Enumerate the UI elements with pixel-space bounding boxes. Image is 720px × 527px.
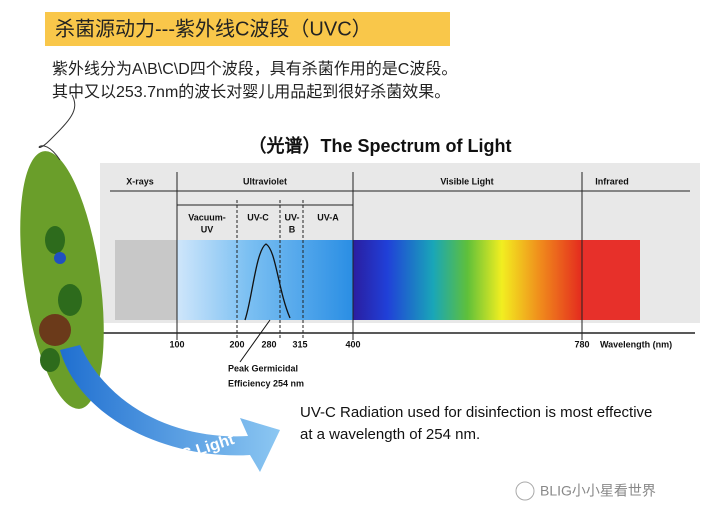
- intro-line: 紫外线分为A\B\C\D四个波段，具有杀菌作用的是C波段。: [52, 60, 457, 78]
- peak-label: Efficiency 254 nm: [228, 378, 304, 388]
- axis-label: Wavelength (nm): [600, 339, 672, 349]
- region-label: Ultraviolet: [243, 176, 287, 186]
- infrared-band: [582, 240, 640, 320]
- title-bg: [45, 12, 450, 46]
- watermark: BLIG小小星看世界: [540, 483, 656, 499]
- intro-line: 其中又以253.7nm的波长对婴儿用品起到很好杀菌效果。: [52, 83, 450, 101]
- peak-pointer: [239, 319, 271, 363]
- uv-band-label-cont: B: [289, 224, 296, 234]
- xray-band: [115, 240, 177, 320]
- uv-band-label-cont: UV: [201, 224, 214, 234]
- region-label: Infrared: [595, 176, 629, 186]
- tick-label: 400: [345, 339, 360, 349]
- uv-band-label: UV-A: [317, 212, 339, 222]
- wechat-icon: [515, 481, 535, 501]
- tick-label: 200: [229, 339, 244, 349]
- peak-label: Peak Germicidal: [228, 363, 298, 373]
- tick-label: 315: [292, 339, 307, 349]
- uv-band: [177, 240, 353, 320]
- tick-label: 780: [574, 339, 589, 349]
- region-label: Visible Light: [440, 176, 493, 186]
- tick-label: 100: [169, 339, 184, 349]
- organism: [20, 94, 104, 409]
- germicidal-curve: [244, 243, 291, 321]
- uv-band-label: Vacuum-: [188, 212, 226, 222]
- spectrum-title: （光谱）The Spectrum of Light: [249, 135, 512, 156]
- uv-band-label: UV-: [284, 212, 299, 222]
- caption: UV-C Radiation used for disinfection is …: [300, 404, 652, 421]
- caption: at a wavelength of 254 nm.: [300, 426, 480, 443]
- uv-band-label: UV-C: [247, 212, 269, 222]
- dividers: [100, 172, 695, 340]
- uv-arrow: [60, 345, 280, 472]
- visible-band: [353, 240, 582, 320]
- region-label: X-rays: [126, 176, 154, 186]
- title: 杀菌源动力---紫外线C波段（UVC）: [55, 17, 372, 40]
- tick-label: 280: [261, 339, 276, 349]
